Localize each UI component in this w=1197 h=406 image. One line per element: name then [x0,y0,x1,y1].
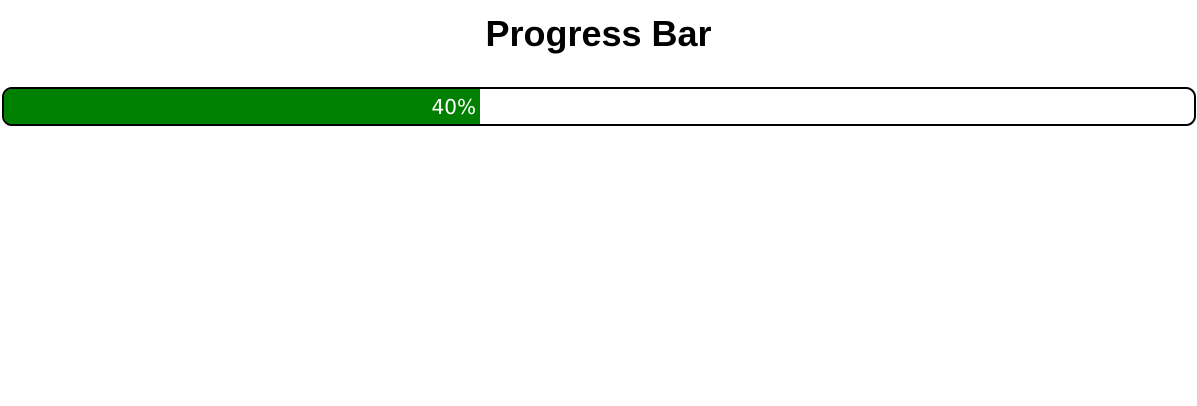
progress-label: 40% [431,94,476,119]
progress-bar: 40% [2,87,1196,126]
page-title: Progress Bar [485,13,712,54]
progress-fill: 40% [4,89,480,124]
